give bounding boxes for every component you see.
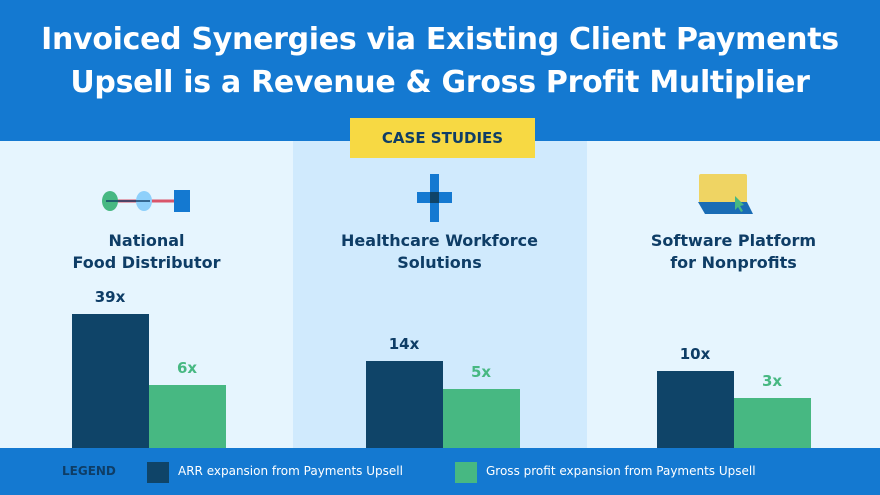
panel-title-line: Healthcare Workforce (341, 231, 538, 250)
legend-label-arr: ARR expansion from Payments Upsell (178, 464, 403, 478)
panel-title-line: Solutions (397, 253, 482, 272)
case-studies-badge: CASE STUDIES (350, 118, 535, 158)
bar-value-label: 39x (94, 288, 126, 307)
bar-value-label: 10x (679, 345, 711, 364)
panel-title-healthcare: Healthcare Workforce Solutions (293, 230, 586, 274)
panel-title-line: Food Distributor (72, 253, 221, 272)
legend-label-gross-profit: Gross profit expansion from Payments Ups… (486, 464, 756, 478)
bar-value-label: 6x (176, 358, 198, 377)
header: Invoiced Synergies via Existing Client P… (0, 0, 880, 141)
laptop-cursor-icon (698, 174, 753, 214)
arr-bar (366, 360, 443, 448)
legend-title: LEGEND (62, 464, 116, 478)
medical-cross-icon (417, 174, 452, 222)
bar-value-label: 3x (761, 371, 783, 390)
legend-swatch-arr (147, 462, 169, 483)
panel-title-line: National (108, 231, 185, 250)
bar-value-label: 5x (470, 362, 492, 381)
panel-title-software: Software Platform for Nonprofits (587, 230, 880, 274)
gross-profit-bar (734, 397, 811, 448)
arr-bar (657, 371, 734, 448)
legend: LEGEND ARR expansion from Payments Upsel… (0, 448, 880, 495)
legend-swatch-gross-profit (455, 462, 477, 483)
gross-profit-bar (443, 388, 520, 448)
arr-bar (72, 314, 149, 448)
title-line-1: Invoiced Synergies via Existing Client P… (41, 22, 839, 57)
supply-chain-icon (102, 190, 190, 212)
panel-title-food: National Food Distributor (0, 230, 293, 274)
panel-title-line: for Nonprofits (670, 253, 797, 272)
bar-value-label: 14x (388, 334, 420, 353)
panel-title-line: Software Platform (650, 231, 817, 250)
gross-profit-bar (149, 384, 226, 448)
title-line-2: Upsell is a Revenue & Gross Profit Multi… (70, 65, 810, 100)
